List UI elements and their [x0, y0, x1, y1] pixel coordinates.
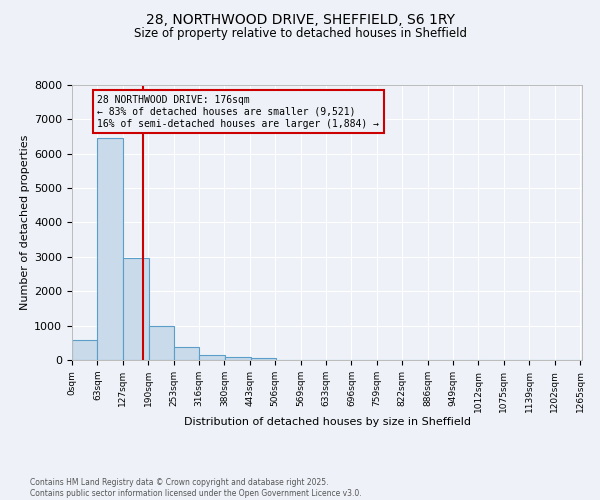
Y-axis label: Number of detached properties: Number of detached properties: [20, 135, 30, 310]
Bar: [123, 258, 149, 360]
Text: 28 NORTHWOOD DRIVE: 176sqm
← 83% of detached houses are smaller (9,521)
16% of s: 28 NORTHWOOD DRIVE: 176sqm ← 83% of deta…: [97, 96, 379, 128]
Bar: [225, 357, 251, 360]
Bar: [149, 326, 174, 360]
Bar: [97, 138, 123, 360]
Bar: [199, 354, 225, 360]
Bar: [251, 358, 276, 360]
Text: 28, NORTHWOOD DRIVE, SHEFFIELD, S6 1RY: 28, NORTHWOOD DRIVE, SHEFFIELD, S6 1RY: [146, 12, 455, 26]
Bar: [174, 348, 199, 360]
Text: Contains HM Land Registry data © Crown copyright and database right 2025.
Contai: Contains HM Land Registry data © Crown c…: [30, 478, 362, 498]
X-axis label: Distribution of detached houses by size in Sheffield: Distribution of detached houses by size …: [184, 418, 470, 428]
Text: Size of property relative to detached houses in Sheffield: Size of property relative to detached ho…: [133, 28, 467, 40]
Bar: [72, 340, 97, 360]
